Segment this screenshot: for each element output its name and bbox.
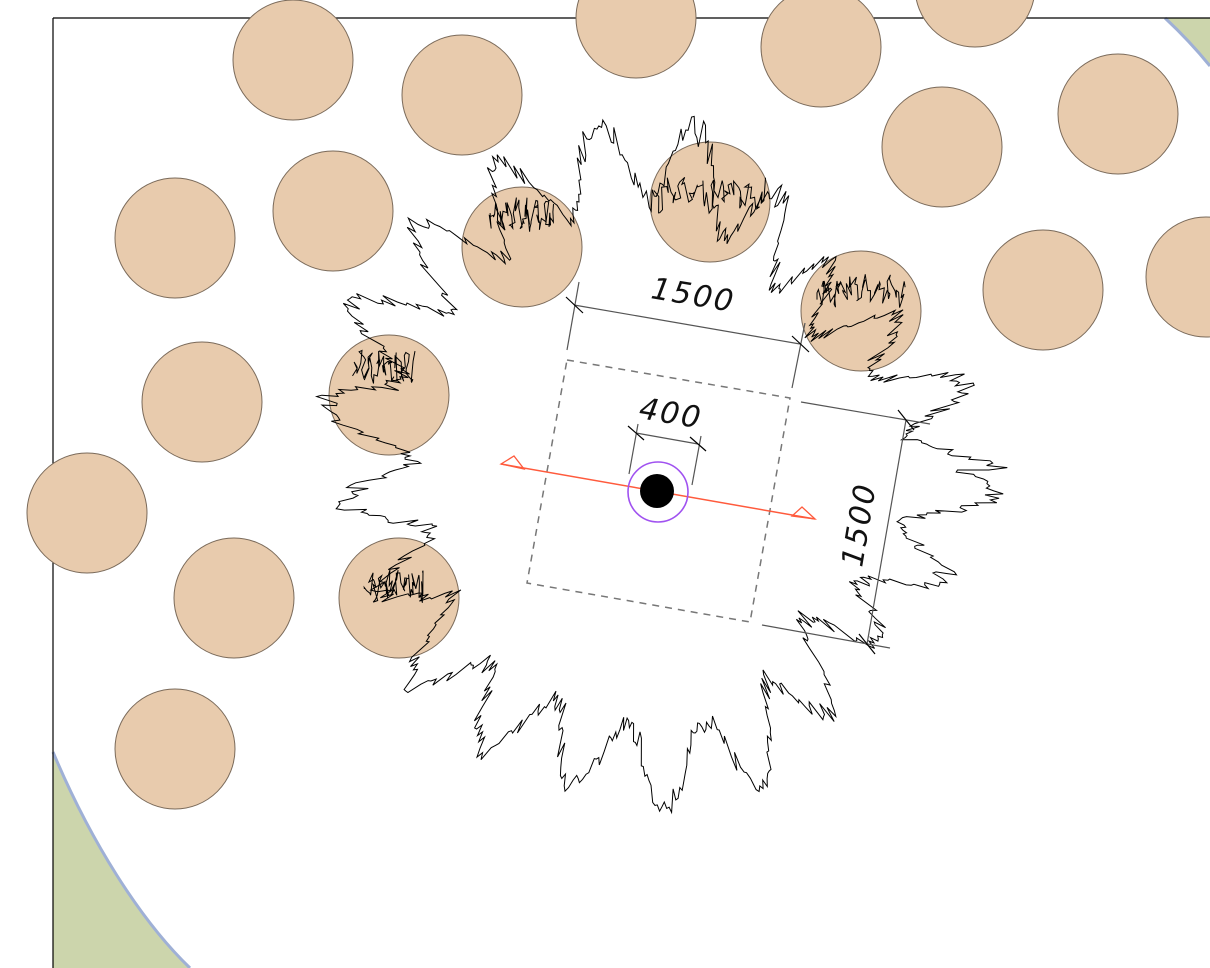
pile — [915, 0, 1035, 48]
pile — [760, 0, 882, 108]
boundary-arc-bottom-left — [51, 751, 192, 968]
dimension-side — [761, 401, 931, 655]
dimension-top — [565, 281, 810, 389]
pile — [232, 0, 354, 121]
pile — [272, 150, 394, 272]
pile — [114, 177, 236, 299]
column-ring — [627, 461, 689, 523]
pile — [1057, 53, 1179, 175]
pile — [26, 452, 148, 574]
dimension-side-label: 1500 — [835, 480, 883, 569]
pile — [1145, 216, 1210, 338]
pile — [649, 141, 771, 263]
green-area-bottom-left — [53, 752, 190, 968]
dimension-top-label: 1500 — [649, 271, 738, 319]
pile — [338, 537, 460, 659]
pile-wiggle — [488, 197, 554, 232]
green-area-top-right — [1165, 18, 1210, 66]
pile-wiggle — [352, 349, 416, 384]
section-arrow-right — [790, 506, 817, 520]
pile-wiggle — [363, 569, 424, 603]
pile-wiggle — [653, 176, 766, 215]
pile — [114, 688, 236, 810]
pile — [575, 0, 697, 79]
pile — [328, 334, 450, 456]
pile-wiggles — [352, 176, 906, 603]
boundary-arc-top-right — [1163, 16, 1210, 67]
piles — [26, 0, 1210, 810]
pile — [461, 186, 583, 308]
footing-dashed-outline — [526, 359, 791, 623]
excavation-outline — [314, 115, 1008, 815]
pile-wiggle — [816, 274, 906, 308]
pile — [800, 250, 922, 372]
pile — [141, 341, 263, 463]
column — [640, 474, 674, 508]
dimension-inner-label: 400 — [637, 391, 705, 436]
dimension-inner — [627, 423, 707, 486]
pile — [401, 34, 523, 156]
pile — [173, 537, 295, 659]
section-arrow-left — [499, 455, 526, 471]
pile — [982, 229, 1104, 351]
pile — [881, 86, 1003, 208]
